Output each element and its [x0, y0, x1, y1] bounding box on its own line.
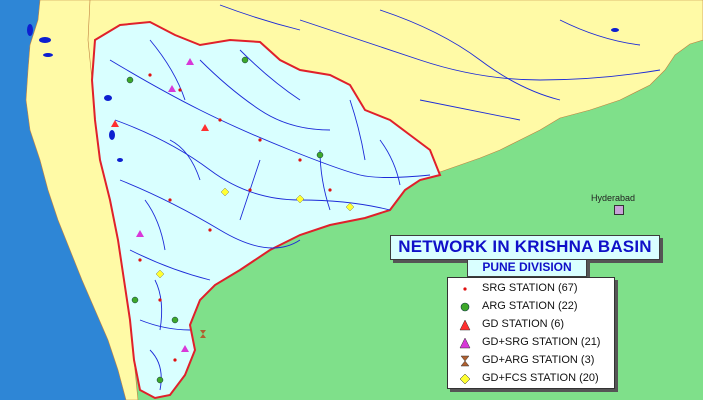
yellow-diamond-icon: [459, 373, 471, 385]
map-title: NETWORK IN KRISHNA BASIN: [398, 237, 652, 256]
legend-label: GD STATION (6): [482, 318, 565, 330]
legend: SRG STATION (67) ARG STATION (22) GD STA…: [447, 277, 615, 389]
hourglass-icon: [460, 355, 470, 367]
srg-station: [298, 158, 302, 162]
legend-label: GD+FCS STATION (20): [482, 372, 599, 384]
gd-fcs-station: [220, 187, 230, 197]
legend-item-gd: GD STATION (6): [448, 316, 614, 334]
arg-station: [156, 376, 164, 384]
map-subtitle-box: PUNE DIVISION: [467, 259, 587, 277]
reservoirs: [27, 24, 619, 162]
station-markers: [111, 56, 355, 384]
srg-station: [138, 258, 142, 262]
srg-station: [173, 358, 177, 362]
legend-item-srg: SRG STATION (67): [448, 280, 614, 298]
city-label: Hyderabad: [591, 193, 636, 203]
green-circle-icon: [460, 302, 470, 312]
srg-station: [208, 228, 212, 232]
city-marker: [614, 205, 624, 215]
srg-station: [248, 188, 252, 192]
magenta-triangle-icon: [459, 337, 471, 349]
legend-item-gd-arg: GD+ARG STATION (3): [448, 352, 614, 370]
red-dot-icon: [463, 287, 467, 291]
legend-label: SRG STATION (67): [482, 282, 578, 294]
gd-srg-station: [136, 230, 144, 237]
arg-station: [171, 316, 179, 324]
legend-item-gd-srg: GD+SRG STATION (21): [448, 334, 614, 352]
gd-srg-station: [186, 58, 194, 65]
arg-station: [316, 151, 324, 159]
legend-label: ARG STATION (22): [482, 300, 578, 312]
gd-station: [201, 124, 209, 131]
gd-arg-station: [200, 330, 206, 338]
arg-station: [241, 56, 249, 64]
krishna-basin: [90, 20, 442, 400]
legend-item-gd-fcs: GD+FCS STATION (20): [448, 370, 614, 388]
srg-station: [148, 73, 152, 77]
legend-label: GD+SRG STATION (21): [482, 336, 601, 348]
gd-srg-station: [181, 345, 189, 352]
sea: [0, 0, 126, 400]
legend-label: GD+ARG STATION (3): [482, 354, 595, 366]
srg-station: [258, 138, 262, 142]
srg-station: [218, 118, 222, 122]
srg-station: [168, 198, 172, 202]
srg-station: [328, 188, 332, 192]
arg-station: [126, 76, 134, 84]
map-title-box: NETWORK IN KRISHNA BASIN: [390, 235, 660, 260]
gd-srg-station: [168, 85, 176, 92]
river-network: [109, 4, 661, 391]
map-subtitle: PUNE DIVISION: [482, 260, 572, 274]
gd-station: [111, 120, 119, 127]
gd-fcs-station: [345, 202, 355, 212]
red-triangle-icon: [459, 319, 471, 331]
gd-fcs-station: [295, 194, 305, 204]
srg-station: [158, 298, 162, 302]
srg-station: [178, 88, 182, 92]
legend-item-arg: ARG STATION (22): [448, 298, 614, 316]
gd-fcs-station: [155, 269, 165, 279]
arg-station: [131, 296, 139, 304]
